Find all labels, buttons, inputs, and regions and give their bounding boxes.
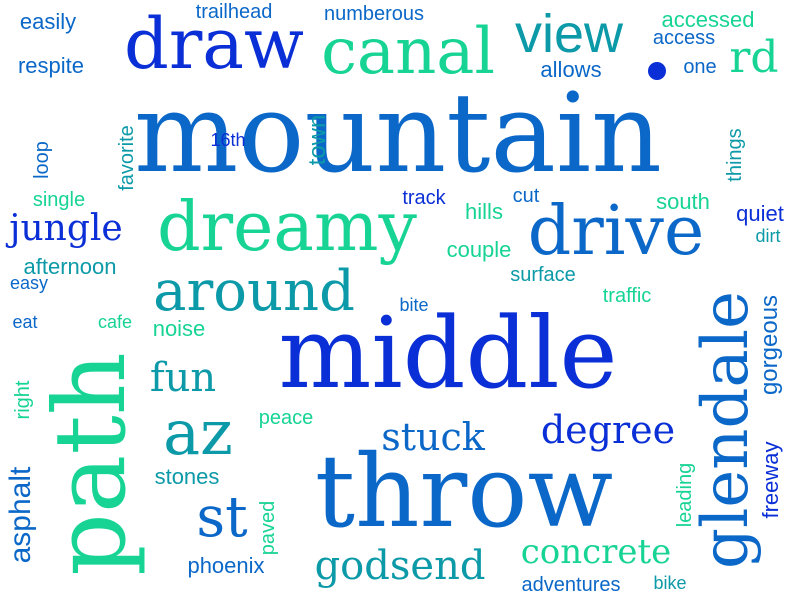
word-rd: rd	[729, 32, 779, 83]
word-easily: easily	[19, 9, 77, 34]
word-canal: canal	[321, 15, 495, 89]
word-path: path	[34, 352, 148, 576]
word-bike: bike	[653, 573, 687, 593]
word-right: right	[12, 380, 34, 420]
word-single: single	[32, 189, 86, 211]
word-favorite: favorite	[116, 125, 138, 191]
word-adventures: adventures	[521, 574, 621, 596]
word-stones: stones	[154, 464, 220, 489]
word-things: things	[724, 128, 746, 182]
word-trailhead: trailhead	[195, 1, 273, 23]
word-gorgeous: gorgeous	[756, 294, 783, 396]
word-couple: couple	[446, 237, 512, 262]
word-bite: bite	[399, 295, 429, 315]
word-st: st	[196, 485, 248, 550]
word-fun: fun	[149, 355, 217, 401]
word-view: view	[514, 4, 624, 64]
word-throw: throw	[314, 433, 614, 550]
word-dreamy: dreamy	[157, 188, 417, 267]
word-concrete: concrete	[520, 532, 672, 572]
word-degree: degree	[540, 408, 676, 452]
word-eat: eat	[12, 312, 38, 332]
word-track: track	[402, 187, 446, 209]
word-leading: leading	[674, 462, 696, 528]
word-around: around	[153, 259, 355, 324]
word-respite: respite	[17, 53, 85, 78]
word-quiet: quiet	[736, 201, 784, 226]
word-cafe: cafe	[97, 312, 133, 332]
dot-mark	[648, 62, 666, 80]
word-peace: peace	[258, 407, 314, 429]
word-az: az	[163, 396, 233, 469]
word-glendale: glendale	[689, 291, 763, 569]
word-traffic: traffic	[602, 285, 652, 307]
word-freeway: freeway	[758, 441, 783, 519]
word-allows: allows	[540, 57, 602, 82]
word-town: town	[304, 114, 331, 166]
word-loop: loop	[31, 141, 53, 179]
word-access: access	[652, 27, 716, 49]
word-draw: draw	[124, 3, 304, 85]
word-afternoon: afternoon	[23, 254, 117, 279]
word-16th: 16th	[210, 130, 246, 150]
word-surface: surface	[510, 264, 576, 286]
word-stuck: stuck	[381, 415, 485, 459]
word-middle: middle	[278, 297, 618, 411]
word-phoenix: phoenix	[187, 553, 265, 578]
word-mountain: mountain	[133, 69, 663, 197]
word-hills: hills	[465, 199, 503, 224]
word-cut: cut	[512, 185, 540, 207]
word-dirt: dirt	[755, 226, 781, 246]
word-drive: drive	[527, 192, 705, 271]
word-noise: noise	[152, 316, 206, 341]
word-accessed: accessed	[661, 7, 755, 32]
word-godsend: godsend	[314, 543, 486, 589]
word-jungle: jungle	[9, 208, 123, 249]
word-numberous: numberous	[323, 3, 425, 25]
word-paved: paved	[257, 500, 279, 556]
word-south: south	[656, 189, 710, 214]
word-one: one	[683, 56, 717, 78]
word-easy: easy	[9, 273, 49, 293]
word-asphalt: asphalt	[4, 466, 37, 564]
